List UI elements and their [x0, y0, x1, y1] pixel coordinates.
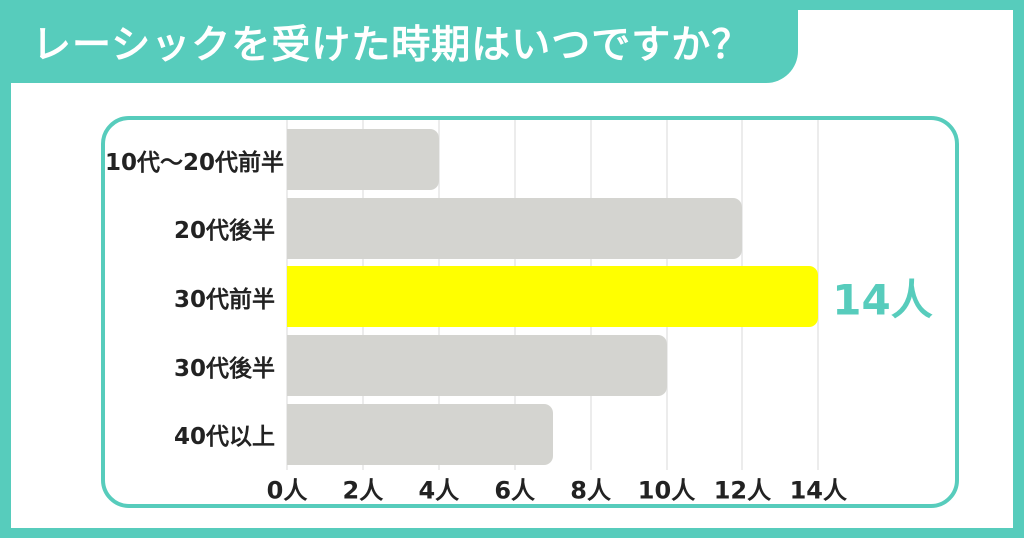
page-title: レーシックを受けた時期はいつですか？ [32, 22, 752, 68]
category-label: 20代後半 [173, 218, 275, 245]
x-tick-label: 6人 [494, 476, 536, 505]
bar [287, 335, 667, 397]
category-label: 30代後半 [173, 355, 275, 382]
chart-container: 10代〜20代前半 20代後半 30代前半 30代後半 40代以上 0人 2人 4人 6人 8人 1… [101, 116, 959, 508]
gridline [817, 120, 820, 470]
bar [287, 197, 743, 259]
bar [287, 403, 553, 465]
bar-highlighted [287, 266, 819, 328]
x-tick-label: 2人 [342, 476, 384, 505]
x-tick-label: 12人 [713, 476, 772, 505]
bar [287, 129, 439, 190]
highlight-value-label: 14人 [832, 275, 933, 325]
category-label: 10代〜20代前半 [105, 149, 285, 176]
x-tick-label: 4人 [418, 476, 460, 505]
content-card: 10代〜20代前半 20代後半 30代前半 30代後半 40代以上 0人 2人 4人 6人 8人 1… [11, 10, 1013, 528]
x-tick-label: 0人 [266, 476, 308, 505]
category-label: 40代以上 [173, 424, 275, 451]
title-bar: レーシックを受けた時期はいつですか？ [0, 0, 798, 83]
x-tick-label: 14人 [789, 476, 847, 505]
x-tick-label: 10人 [637, 476, 696, 505]
category-label: 30代前半 [173, 286, 275, 313]
x-tick-label: 8人 [570, 476, 611, 505]
plot-area: 10代〜20代前半 20代後半 30代前半 30代後半 40代以上 0人 2人 4人 6人 8人 1… [105, 120, 955, 505]
